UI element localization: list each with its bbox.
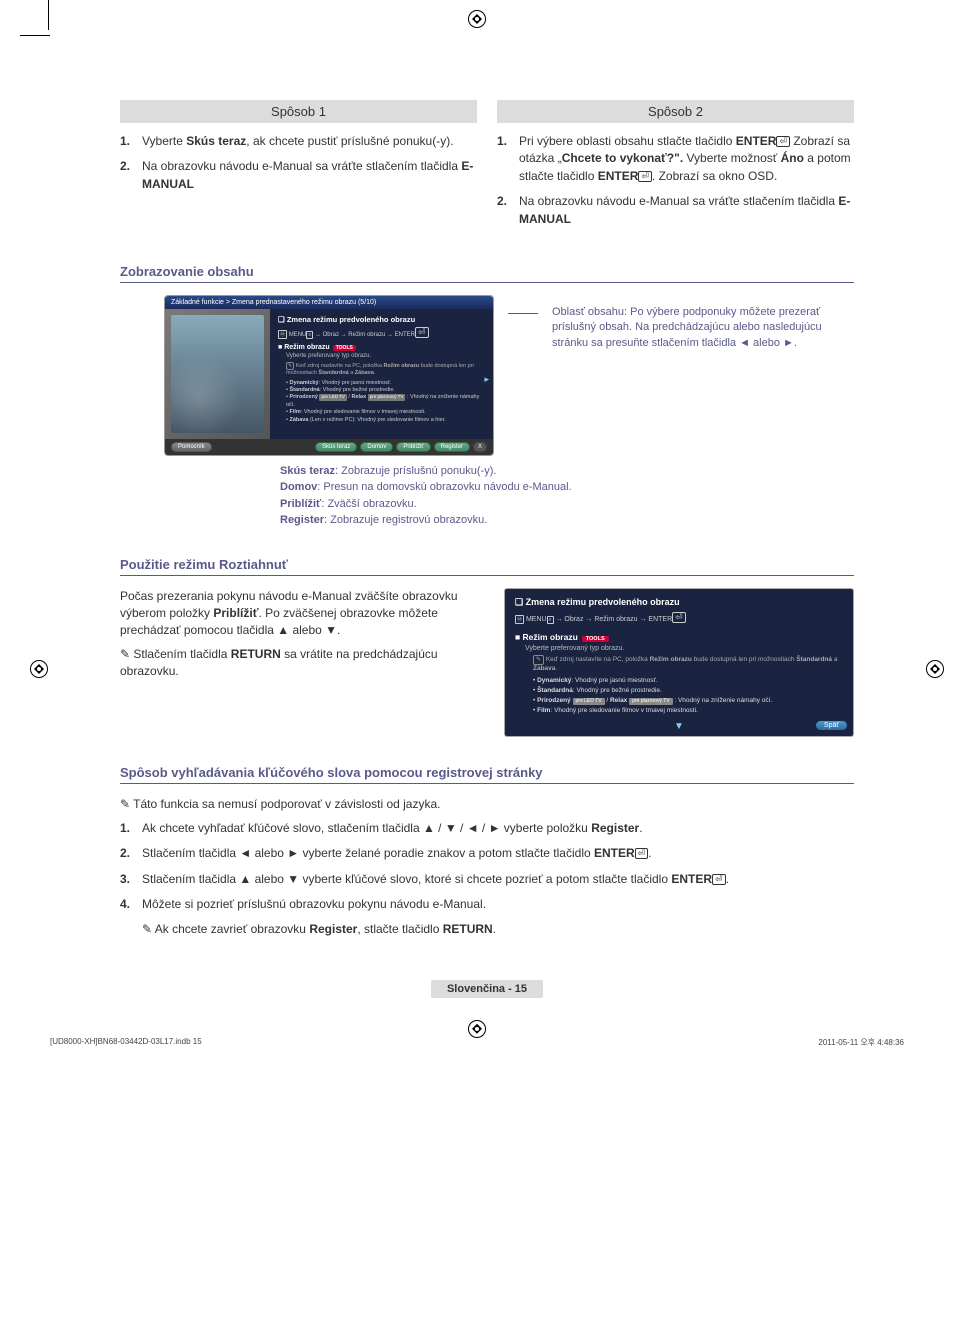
- legend-item: Domov: Presun na domovskú obrazovku návo…: [280, 480, 854, 495]
- emanual-diagram-row: Základné funkcie > Zmena prednastaveného…: [120, 295, 854, 456]
- content-area-description: Oblasť obsahu: Po výbere podponuky môžet…: [552, 295, 854, 351]
- page-content: Spôsob 1 1.Vyberte Skús teraz, ak chcete…: [0, 0, 954, 1037]
- page-footer: Slovenčina - 15: [120, 979, 854, 997]
- emanual-breadcrumb: Základné funkcie > Zmena prednastaveného…: [165, 296, 493, 309]
- method2-header: Spôsob 2: [497, 100, 854, 123]
- section-display-heading: Zobrazovanie obsahu: [120, 264, 854, 283]
- try-now-button[interactable]: Skús teraz: [315, 442, 357, 452]
- zoom-row: Počas prezerania pokynu návodu e-Manual …: [120, 588, 854, 738]
- button-legend: Skús teraz: Zobrazuje príslušnú ponuku(-…: [280, 464, 854, 529]
- callout-line: [508, 313, 538, 314]
- home-button[interactable]: Domov: [360, 442, 393, 452]
- list-item: Štandardná: Vhodný pre bežné prostredie.: [533, 686, 843, 696]
- next-arrow-icon: ▸: [484, 374, 489, 385]
- help-button[interactable]: Pomocník: [171, 442, 212, 452]
- section-zoom-heading: Použitie režimu Roztiahnuť: [120, 557, 854, 576]
- footer-filename: [UD8000-XH]BN68-03442D-03L17.indb 15: [50, 1037, 202, 1048]
- zoom-panel-screenshot: ❏ Zmena režimu predvoleného obrazu Ⓜ MEN…: [504, 588, 854, 738]
- emanual-title: ❏ Zmena režimu predvoleného obrazu: [278, 315, 485, 324]
- emanual-screenshot: Základné funkcie > Zmena prednastaveného…: [164, 295, 494, 456]
- list-item: Prirodzený pre LED TV / Relax pre plazmo…: [286, 394, 485, 409]
- zoom-text: Počas prezerania pokynu návodu e-Manual …: [120, 588, 484, 687]
- search-note: Táto funkcia sa nemusí podporovať v závi…: [120, 796, 854, 813]
- legend-item: Priblížiť: Zväčší obrazovku.: [280, 497, 854, 512]
- zoom-panel-note: ✎ Keď zdroj nastavíte na PC, položka Rež…: [533, 655, 843, 674]
- list-item: 2.Stlačením tlačidla ◄ alebo ► vyberte ž…: [120, 845, 854, 862]
- zoom-panel-path: Ⓜ MENU≡ → Obraz → Režim obrazu → ENTER⏎: [515, 612, 843, 624]
- list-item: 3.Stlačením tlačidla ▲ alebo ▼ vyberte k…: [120, 871, 854, 888]
- section-search-heading: Spôsob vyhľadávania kľúčového slova pomo…: [120, 765, 854, 784]
- emanual-bullets: Dynamický: Vhodný pre jasnú miestnosť. Š…: [286, 380, 485, 425]
- list-item: Prirodzený pre LED TV / Relax pre plazmo…: [533, 696, 843, 706]
- register-button[interactable]: Register: [434, 442, 470, 452]
- zoom-panel-bullets: Dynamický: Vhodný pre jasnú miestnosť. Š…: [533, 676, 843, 715]
- emanual-path: Ⓜ MENU≡ → Obraz → Režim obrazu → ENTER⏎: [278, 327, 485, 339]
- print-mark-bottom: [468, 1020, 486, 1038]
- back-button[interactable]: Späť: [816, 721, 847, 730]
- method1-header: Spôsob 1: [120, 100, 477, 123]
- footer-timestamp: 2011-05-11 오후 4:48:36: [818, 1037, 904, 1048]
- zoom-panel-subtitle: ■ Režim obrazuTOOLS: [515, 632, 843, 642]
- close-button[interactable]: X: [473, 442, 487, 452]
- footer-buttons: Skús teraz Domov Priblížiť Register X: [315, 442, 487, 452]
- method1-list: 1.Vyberte Skús teraz, ak chcete pustiť p…: [120, 133, 477, 193]
- emanual-preview-image: [165, 309, 270, 439]
- list-item: 1.Ak chcete vyhľadať kľúčové slovo, stla…: [120, 820, 854, 837]
- emanual-note: ✎ Keď zdroj nastavíte na PC, položka Rež…: [286, 362, 485, 378]
- emanual-footer: Pomocník Skús teraz Domov Priblížiť Regi…: [165, 439, 493, 455]
- search-steps: 1.Ak chcete vyhľadať kľúčové slovo, stla…: [120, 820, 854, 914]
- list-item: Film: Vhodný pre sledovanie filmov v tma…: [533, 706, 843, 716]
- list-item: Štandardná: Vhodný pre bežné prostredie.: [286, 387, 485, 394]
- emanual-content: ❏ Zmena režimu predvoleného obrazu Ⓜ MEN…: [270, 309, 493, 439]
- list-item: 4.Môžete si pozrieť príslušnú obrazovku …: [120, 896, 854, 913]
- method2-col: Spôsob 2 1.Pri výbere oblasti obsahu stl…: [497, 100, 854, 236]
- list-item: Dynamický: Vhodný pre jasnú miestnosť.: [533, 676, 843, 686]
- list-item: 1.Vyberte Skús teraz, ak chcete pustiť p…: [120, 133, 477, 150]
- legend-item: Register: Zobrazuje registrovú obrazovku…: [280, 513, 854, 528]
- emanual-subtitle: ■ Režim obrazuTOOLS: [278, 344, 485, 351]
- zoom-note: Stlačením tlačidla RETURN sa vrátite na …: [120, 646, 484, 681]
- emanual-body: ❏ Zmena režimu predvoleného obrazu Ⓜ MEN…: [165, 309, 493, 439]
- list-item: Dynamický: Vhodný pre jasnú miestnosť.: [286, 380, 485, 387]
- search-subnote: Ak chcete zavrieť obrazovku Register, st…: [142, 921, 854, 938]
- list-item: Film: Vhodný pre sledovanie filmov v tma…: [286, 409, 485, 416]
- zoom-panel-sub: Vyberte preferovaný typ obrazu.: [525, 645, 843, 652]
- zoom-button[interactable]: Priblížiť: [396, 442, 430, 452]
- method1-col: Spôsob 1 1.Vyberte Skús teraz, ak chcete…: [120, 100, 477, 236]
- zoom-panel-title: ❏ Zmena režimu predvoleného obrazu: [515, 597, 843, 608]
- list-item: 2.Na obrazovku návodu e-Manual sa vráťte…: [497, 193, 854, 228]
- print-footer: [UD8000-XH]BN68-03442D-03L17.indb 15 201…: [0, 1037, 954, 1058]
- emanual-sub: Vyberte preferovaný typ obrazu.: [286, 353, 485, 359]
- list-item: 1.Pri výbere oblasti obsahu stlačte tlač…: [497, 133, 854, 185]
- list-item: 2.Na obrazovku návodu e-Manual sa vráťte…: [120, 158, 477, 193]
- list-item: Zábava (Len v režime PC): Vhodný pre sle…: [286, 417, 485, 424]
- legend-item: Skús teraz: Zobrazuje príslušnú ponuku(-…: [280, 464, 854, 479]
- zoom-paragraph: Počas prezerania pokynu návodu e-Manual …: [120, 588, 484, 640]
- methods-row: Spôsob 1 1.Vyberte Skús teraz, ak chcete…: [120, 100, 854, 236]
- page-number-label: Slovenčina - 15: [431, 980, 543, 998]
- down-arrow-icon: ▼: [515, 721, 843, 732]
- method2-list: 1.Pri výbere oblasti obsahu stlačte tlač…: [497, 133, 854, 228]
